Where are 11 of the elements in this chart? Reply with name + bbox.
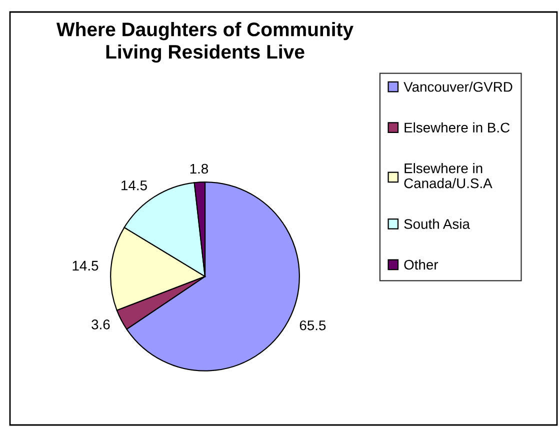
- chart-title: Where Daughters of Community Living Residents Live: [56, 22, 354, 63]
- data-label: 14.5: [122, 180, 147, 190]
- legend-label: Elsewhere in B.C: [404, 122, 510, 133]
- data-label: 1.8: [190, 164, 208, 174]
- data-label: 14.5: [72, 260, 98, 271]
- legend-label: Vancouver/GVRD: [404, 82, 512, 92]
- legend-label: Elsewhere in Canada/U.S.A: [404, 163, 492, 188]
- legend-label: Other: [404, 259, 438, 270]
- legend-label: South Asia: [404, 218, 470, 229]
- data-label: 65.5: [300, 320, 326, 330]
- data-label: 3.6: [92, 320, 110, 330]
